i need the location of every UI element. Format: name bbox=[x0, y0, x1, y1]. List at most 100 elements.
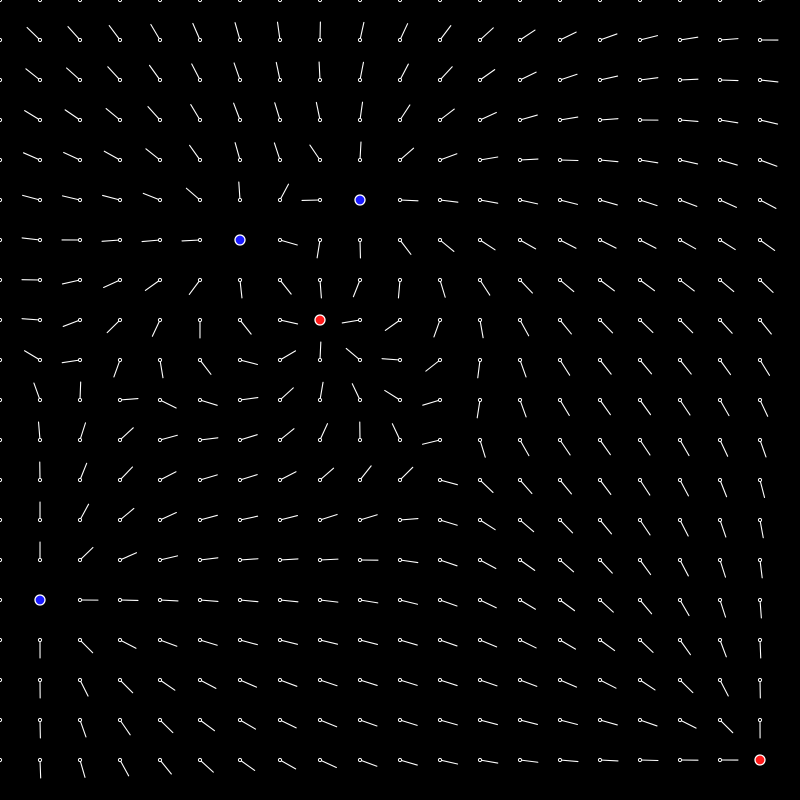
field-arrow bbox=[517, 477, 533, 495]
field-arrow-line bbox=[141, 239, 161, 243]
field-arrow bbox=[677, 0, 683, 3]
field-arrow-tip bbox=[77, 197, 83, 203]
field-arrow-line bbox=[639, 159, 659, 164]
field-arrow-line bbox=[559, 399, 570, 416]
field-arrow bbox=[103, 150, 123, 163]
field-arrow-line bbox=[519, 519, 535, 533]
field-arrow-line bbox=[21, 318, 41, 321]
field-arrow-tip bbox=[357, 477, 363, 483]
field-arrow-tip bbox=[77, 357, 83, 363]
field-arrow-tip bbox=[117, 197, 123, 203]
field-arrow bbox=[0, 37, 3, 43]
field-arrow-tip bbox=[37, 237, 43, 243]
field-arrow-line bbox=[719, 319, 733, 334]
field-arrow-line bbox=[352, 279, 361, 298]
field-arrow-tip bbox=[677, 197, 683, 203]
field-arrow bbox=[597, 677, 617, 689]
field-arrow bbox=[157, 0, 163, 3]
field-arrow bbox=[77, 677, 89, 697]
field-arrow-tip bbox=[0, 477, 3, 483]
field-arrow bbox=[0, 717, 3, 723]
field-arrow-line bbox=[145, 148, 161, 161]
field-arrow bbox=[357, 557, 379, 563]
field-arrow bbox=[0, 117, 3, 123]
field-arrow bbox=[144, 277, 163, 292]
field-arrow-tip bbox=[757, 37, 763, 43]
field-arrow-line bbox=[639, 199, 658, 207]
field-arrow-tip bbox=[277, 517, 283, 523]
field-arrow bbox=[437, 677, 458, 687]
field-arrow-tip bbox=[0, 557, 3, 563]
field-arrow-line bbox=[719, 79, 739, 82]
field-arrow bbox=[157, 677, 176, 691]
field-arrow bbox=[757, 77, 779, 83]
field-arrow bbox=[637, 117, 659, 123]
field-arrow bbox=[517, 437, 530, 457]
field-arrow-tip bbox=[237, 317, 243, 323]
field-arrow-line bbox=[233, 102, 241, 121]
field-arrow-tip bbox=[157, 557, 163, 563]
field-arrow bbox=[0, 757, 3, 763]
field-arrow-tip bbox=[717, 0, 723, 3]
field-arrow bbox=[397, 466, 414, 483]
field-arrow bbox=[637, 517, 651, 536]
field-arrow-line bbox=[279, 350, 297, 361]
field-arrow-tip bbox=[677, 317, 683, 323]
field-arrow bbox=[157, 434, 178, 443]
field-arrow-line bbox=[399, 599, 419, 605]
field-arrow-line bbox=[559, 239, 577, 249]
field-arrow bbox=[77, 0, 83, 3]
field-arrow bbox=[191, 63, 203, 83]
field-arrow bbox=[397, 757, 418, 766]
field-arrow bbox=[117, 397, 139, 403]
field-arrow-line bbox=[421, 439, 441, 445]
field-arrow-tip bbox=[157, 357, 163, 363]
field-arrow bbox=[637, 677, 656, 691]
field-arrow-line bbox=[315, 101, 321, 121]
field-arrow-line bbox=[275, 61, 281, 81]
field-arrow bbox=[107, 66, 123, 83]
field-arrow-line bbox=[425, 359, 441, 372]
field-arrow bbox=[517, 277, 533, 294]
field-arrow bbox=[147, 106, 163, 123]
field-arrow-line bbox=[239, 396, 259, 401]
field-arrow-tip bbox=[77, 437, 83, 443]
field-arrow-line bbox=[319, 759, 337, 769]
field-arrow bbox=[77, 381, 83, 403]
field-arrow bbox=[757, 637, 763, 659]
field-arrow bbox=[37, 421, 43, 443]
field-arrow-line bbox=[719, 239, 736, 251]
field-arrow-tip bbox=[397, 317, 403, 323]
field-arrow-tip bbox=[37, 557, 43, 563]
field-arrow-line bbox=[319, 513, 338, 521]
field-arrow-line bbox=[319, 639, 339, 645]
field-arrow-tip bbox=[397, 437, 403, 443]
field-arrow bbox=[557, 317, 572, 335]
field-arrow-tip bbox=[397, 157, 403, 163]
field-arrow-tip bbox=[757, 157, 763, 163]
field-arrow bbox=[277, 428, 295, 443]
field-arrow bbox=[477, 0, 483, 3]
field-arrow-tip bbox=[397, 77, 403, 83]
field-arrow-line bbox=[639, 599, 653, 615]
field-arrow-line bbox=[399, 759, 418, 766]
field-arrow-tip bbox=[37, 277, 43, 283]
field-arrow-tip bbox=[757, 317, 763, 323]
field-arrow bbox=[437, 66, 453, 83]
field-arrow-line bbox=[119, 759, 130, 777]
field-arrow bbox=[717, 597, 727, 618]
field-arrow-tip bbox=[597, 117, 603, 123]
field-arrow-line bbox=[759, 79, 779, 83]
field-arrow bbox=[315, 101, 323, 123]
field-arrow-line bbox=[399, 639, 418, 646]
field-arrow-line bbox=[519, 199, 539, 205]
field-arrow-tip bbox=[437, 557, 443, 563]
field-arrow-tip bbox=[237, 677, 243, 683]
field-arrow bbox=[717, 637, 727, 658]
field-arrow-line bbox=[101, 239, 121, 242]
field-arrow-line bbox=[309, 144, 321, 161]
field-arrow-tip bbox=[397, 0, 403, 3]
field-arrow-line bbox=[559, 199, 579, 205]
field-arrow-line bbox=[679, 319, 694, 334]
field-arrow bbox=[317, 757, 337, 769]
